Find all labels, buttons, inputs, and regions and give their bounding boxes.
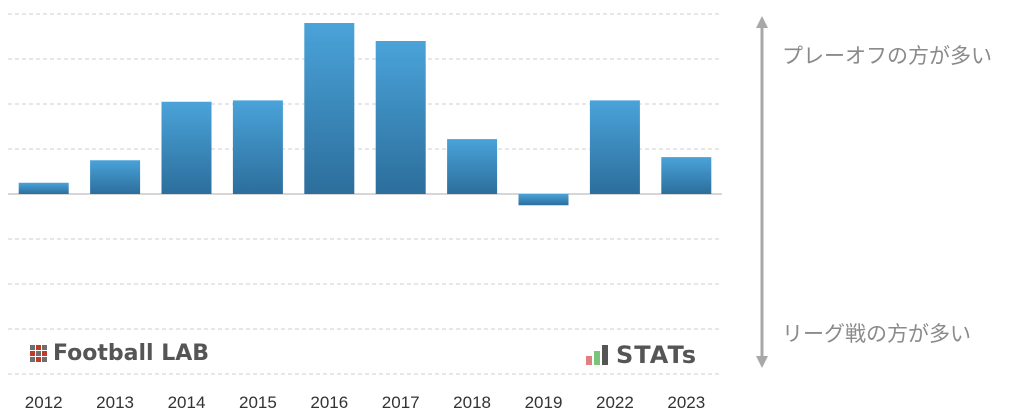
x-tick-label: 2017 [382,393,420,412]
x-tick-label: 2012 [25,393,63,412]
football-lab-logo-icon [30,345,47,362]
x-tick-label: 2016 [310,393,348,412]
annotation-league-more: リーグ戦の方が多い [782,322,971,346]
x-tick-label: 2013 [96,393,134,412]
bar-2015 [232,100,283,194]
stats-logo-icon [586,345,608,365]
bar-2014 [161,101,212,194]
bar-2017 [375,41,426,194]
stats-watermark: STATs [586,341,697,369]
x-tick-labels: 2012 2013 2014 2015 2016 2017 2018 2019 2022 2023 [25,393,705,412]
x-tick-label: 2019 [525,393,563,412]
bar-2019 [518,194,569,206]
bar-2016 [304,23,355,194]
football-lab-watermark: Football LAB [30,341,209,366]
football-lab-text: Football LAB [53,341,210,366]
bar-2023 [661,157,712,194]
x-tick-label: 2015 [239,393,277,412]
bar-2018 [447,139,498,194]
stats-text: STATs [616,341,697,369]
x-tick-label: 2018 [453,393,491,412]
bars [18,23,712,206]
x-tick-label: 2023 [667,393,705,412]
annotation-playoff-more: プレーオフの方が多い [782,44,992,68]
bar-2022 [589,100,640,194]
bar-2012 [18,182,69,194]
x-tick-label: 2014 [168,393,206,412]
bar-2013 [90,160,141,194]
x-tick-label: 2022 [596,393,634,412]
